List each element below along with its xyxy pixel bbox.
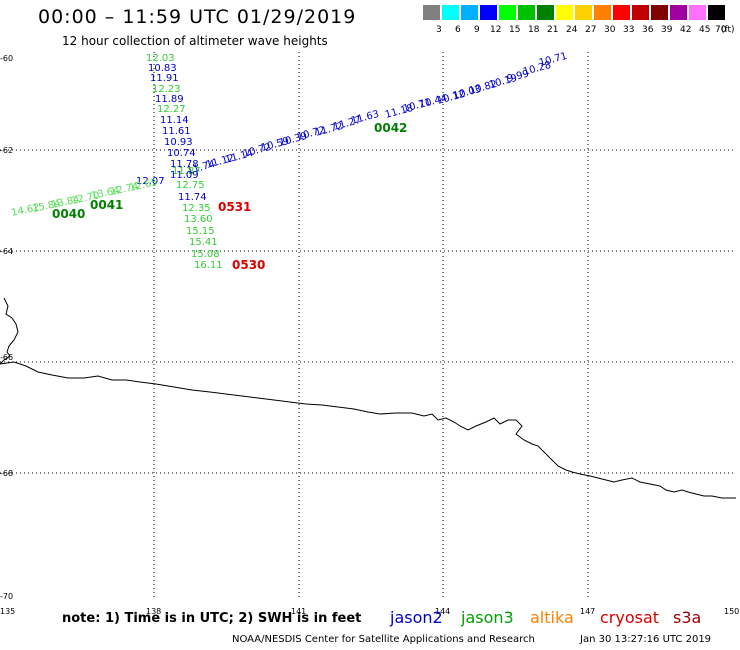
pass-time-label: 0042: [374, 121, 407, 135]
wave-height-label: 11.61: [162, 126, 191, 137]
legend-s3a: s3a: [673, 608, 702, 627]
lat-tick-label: -66: [0, 353, 13, 362]
legend-swatch: [651, 5, 668, 20]
legend-label: 21: [547, 25, 559, 35]
legend-label: 15: [509, 25, 521, 35]
legend-swatch: [461, 5, 478, 20]
pass-time-label: 0041: [90, 198, 123, 212]
wave-height-label: 15.15: [186, 226, 215, 237]
legend-label: 30: [604, 25, 616, 35]
wave-height-label: 12.75: [176, 180, 205, 191]
jason2-diagonal-track: 10.71 10.28 9.99 10.19 10.82 10.03 10.12…: [186, 51, 569, 177]
lat-tick-label: -62: [0, 146, 13, 155]
generated-timestamp: Jan 30 13:27:16 UTC 2019: [580, 634, 712, 645]
wave-height-label: 15.41: [189, 237, 218, 248]
wave-height-label: 11.14: [160, 115, 189, 126]
legend-swatch: [575, 5, 592, 20]
wave-height-label: 11.09: [170, 170, 199, 181]
legend-swatch: [613, 5, 630, 20]
wave-height-label: 12.23: [152, 84, 181, 95]
legend-jason2: jason2: [390, 608, 443, 627]
legend-label: 45: [699, 25, 711, 35]
legend-label: 70: [715, 25, 727, 35]
jason3-vertical-track: 12.03 12.23 12.27 11.87 12.75 12.35 13.6…: [146, 53, 223, 271]
lon-tick-label: 135: [0, 607, 15, 616]
wave-height-label: 12.27: [157, 104, 186, 115]
wave-height-label: 15.08: [191, 249, 220, 260]
wave-height-label: 11.89: [155, 94, 184, 105]
wave-height-label: 11.87: [172, 166, 201, 177]
wave-height-label: 12.07: [136, 176, 165, 187]
wave-height-label: 10.83: [148, 63, 177, 74]
credit-line: NOAA/NESDIS Center for Satellite Applica…: [232, 634, 535, 645]
lon-tick-label: 150: [724, 607, 739, 616]
graticule: [0, 52, 736, 598]
legend-cryosat: cryosat: [600, 608, 660, 627]
legend-swatch: [594, 5, 611, 20]
wave-height-label: 14.62: [10, 202, 40, 219]
pass-time-label: 0531: [218, 200, 251, 214]
legend-label: 6: [455, 25, 461, 35]
wave-height-label: 16.11: [194, 260, 223, 271]
legend-swatch: [632, 5, 649, 20]
chart-title: 00:00 – 11:59 UTC 01/29/2019: [38, 6, 357, 28]
legend-swatch: [556, 5, 573, 20]
lat-tick-label: -60: [0, 54, 13, 63]
lat-tick-label: -68: [0, 469, 13, 478]
pass-time-label: 0530: [232, 258, 265, 272]
wave-height-label: 11.91: [150, 73, 179, 84]
wave-height-label: 13.60: [184, 214, 213, 225]
lon-tick-label: 141: [291, 607, 306, 616]
chart-subtitle: 12 hour collection of altimeter wave hei…: [62, 34, 328, 48]
legend-swatch: [442, 5, 459, 20]
legend-altika: altika: [530, 608, 574, 627]
legend-label: 36: [642, 25, 654, 35]
wave-height-label: 12.35: [182, 203, 211, 214]
lon-tick-label: 144: [435, 607, 450, 616]
legend-label: 18: [528, 25, 540, 35]
legend-swatch: [708, 5, 725, 20]
jason2-vertical-track: 10.83 11.91 11.89 11.14 11.61 10.93 10.7…: [136, 63, 207, 203]
pass-time-label: 0040: [52, 207, 85, 221]
lat-tick-label: -64: [0, 247, 13, 256]
wave-height-label: 11.74: [178, 192, 207, 203]
legend-swatch: [423, 5, 440, 20]
lon-tick-label: 138: [146, 607, 161, 616]
legend-swatch: [537, 5, 554, 20]
legend-label: 3: [436, 25, 442, 35]
legend-label: 33: [623, 25, 635, 35]
wave-height-label: 12.03: [146, 53, 175, 64]
lat-tick-label: -70: [0, 592, 13, 601]
legend-label: 9: [474, 25, 480, 35]
legend-swatch: [499, 5, 516, 20]
legend-label: 42: [680, 25, 692, 35]
wave-height-label: 10.74: [167, 148, 196, 159]
legend-swatch: [518, 5, 535, 20]
legend-swatch: [670, 5, 687, 20]
legend-swatch: [480, 5, 497, 20]
legend-label: 12: [490, 25, 502, 35]
legend-jason3: jason3: [461, 608, 514, 627]
legend-swatch: [689, 5, 706, 20]
lon-tick-label: 147: [580, 607, 595, 616]
wave-height-label: 10.93: [164, 137, 193, 148]
legend-unit: (ft): [721, 25, 735, 35]
legend-label: 39: [661, 25, 673, 35]
legend-label: 27: [585, 25, 597, 35]
coastline: [0, 297, 736, 499]
wave-height-label: 11.78: [170, 159, 199, 170]
legend-label: 24: [566, 25, 578, 35]
footer-note: note: 1) Time is in UTC; 2) SWH is in fe…: [62, 611, 362, 626]
wave-height-label: 11.18: [384, 103, 415, 121]
